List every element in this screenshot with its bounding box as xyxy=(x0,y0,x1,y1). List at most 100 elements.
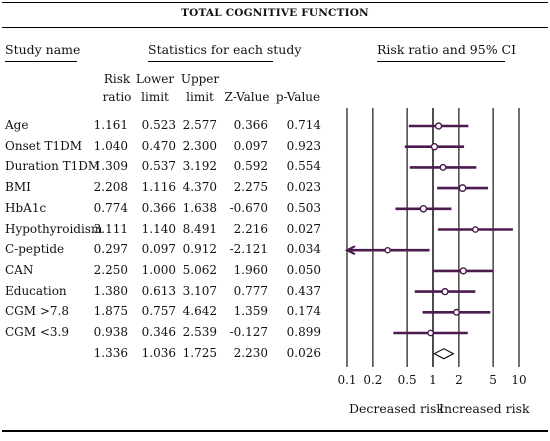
cell-p: 0.174 xyxy=(286,304,321,319)
point-estimate xyxy=(384,246,391,254)
point-estimate xyxy=(434,122,443,130)
cell-lo: 1.000 xyxy=(141,262,176,277)
cell-hi: 5.062 xyxy=(182,262,217,277)
cell-p: 0.714 xyxy=(286,118,321,132)
column-header-rr: Risk ratio xyxy=(87,70,147,106)
cell-rr: 2.250 xyxy=(93,262,128,277)
column-header-line2: p-Value xyxy=(275,90,321,104)
cell-z: 0.592 xyxy=(233,159,268,174)
column-header-line2: ratio xyxy=(102,90,132,104)
cell-hi: 2.300 xyxy=(182,138,217,153)
column-header-lo: Lower limit xyxy=(125,70,185,106)
cell-lo: 1.140 xyxy=(141,221,176,236)
x-tick-label: 2 xyxy=(455,373,463,387)
column-header-line1: Upper xyxy=(180,72,220,86)
cell-z: 0.777 xyxy=(233,283,268,298)
cell-p: 0.923 xyxy=(286,138,321,153)
row-name: CGM >7.8 xyxy=(5,304,70,319)
row-name: Age xyxy=(5,118,29,132)
ci-arrow xyxy=(344,245,356,256)
row-name: C-peptide xyxy=(5,242,65,257)
cell-rr: 1.309 xyxy=(93,159,128,174)
cell-p: 0.899 xyxy=(286,325,321,339)
x-tick-label: 1 xyxy=(429,373,437,387)
cell-rr: 1.040 xyxy=(93,138,128,153)
cell-z: 0.097 xyxy=(233,138,268,153)
cell-z: 0.366 xyxy=(233,118,268,132)
x-tick-label: 0.1 xyxy=(337,373,356,387)
cell-lo: 0.097 xyxy=(141,242,176,257)
row-name: Duration T1DM xyxy=(5,159,101,174)
x-tick-label: 10 xyxy=(511,373,526,387)
row-name: Hypothyroidism xyxy=(5,221,103,236)
cell-hi: 1.638 xyxy=(182,200,217,215)
cell-lo: 0.523 xyxy=(141,118,176,132)
cell-hi: 2.577 xyxy=(182,118,217,132)
cell-p: 0.027 xyxy=(286,221,321,236)
cell-hi: 1.725 xyxy=(182,345,217,360)
study-name-header: Study name xyxy=(5,42,81,57)
point-estimate xyxy=(427,329,434,337)
cell-hi: 3.192 xyxy=(182,159,217,174)
cell-lo: 0.346 xyxy=(141,325,176,339)
column-header-line2: limit xyxy=(186,90,214,104)
cell-rr: 2.208 xyxy=(93,180,128,195)
column-header-line1: Lower xyxy=(135,72,175,86)
cell-z: 2.216 xyxy=(233,221,268,236)
cell-rr: 1.161 xyxy=(93,118,128,132)
row-name: Education xyxy=(5,283,67,298)
cell-lo: 0.757 xyxy=(141,304,176,319)
point-estimate xyxy=(439,163,447,171)
cell-rr: 1.380 xyxy=(93,283,128,298)
column-header-z: Z-Value xyxy=(217,70,277,106)
cell-rr: 0.297 xyxy=(93,242,128,257)
cell-z: -0.670 xyxy=(229,200,268,215)
row-name: Onset T1DM xyxy=(5,138,83,153)
point-estimate xyxy=(472,226,479,233)
stats-header: Statistics for each study xyxy=(148,42,302,57)
column-header-hi: Upper limit xyxy=(170,70,230,106)
row-name: HbA1c xyxy=(5,200,47,215)
cell-p: 0.503 xyxy=(286,200,321,215)
cell-rr: 1.336 xyxy=(93,345,128,360)
cell-p: 0.034 xyxy=(286,242,321,257)
column-header-line2: Z-Value xyxy=(224,90,270,104)
row-name: CGM <3.9 xyxy=(5,325,70,339)
cell-p: 0.050 xyxy=(286,262,321,277)
point-estimate xyxy=(458,184,467,193)
cell-p: 0.023 xyxy=(286,180,321,195)
x-tick-label: 5 xyxy=(489,373,497,387)
cell-hi: 0.912 xyxy=(182,242,217,257)
cell-z: -2.121 xyxy=(229,242,268,257)
cell-hi: 2.539 xyxy=(182,325,217,339)
cell-rr: 0.938 xyxy=(93,325,128,339)
column-header-p: p-Value xyxy=(268,70,328,106)
cell-z: -0.127 xyxy=(229,325,268,339)
stats-underline xyxy=(148,61,273,62)
cell-p: 0.437 xyxy=(286,283,321,298)
summary-diamond xyxy=(433,348,455,360)
column-header-line2: limit xyxy=(141,90,169,104)
cell-hi: 4.370 xyxy=(182,180,217,195)
x-tick-label: 0.5 xyxy=(398,373,417,387)
point-estimate xyxy=(452,308,460,316)
ci-header: Risk ratio and 95% CI xyxy=(377,42,517,57)
column-header-line1: Risk xyxy=(103,72,131,86)
cell-rr: 3.111 xyxy=(93,221,128,236)
cell-hi: 8.491 xyxy=(182,221,217,236)
title-rule xyxy=(2,27,548,28)
cell-lo: 0.366 xyxy=(141,200,176,215)
x-tick-label: 0.2 xyxy=(363,373,382,387)
cell-z: 2.230 xyxy=(233,345,268,360)
point-estimate xyxy=(441,287,449,296)
cell-p: 0.554 xyxy=(286,159,321,174)
cell-p: 0.026 xyxy=(286,345,321,360)
study-name-underline xyxy=(5,61,77,62)
point-estimate xyxy=(459,267,467,275)
figure-title: TOTAL COGNITIVE FUNCTION xyxy=(181,7,369,19)
cell-z: 1.960 xyxy=(233,262,268,277)
cell-lo: 0.537 xyxy=(141,159,176,174)
cell-rr: 0.774 xyxy=(93,200,128,215)
cell-lo: 1.116 xyxy=(141,180,176,195)
